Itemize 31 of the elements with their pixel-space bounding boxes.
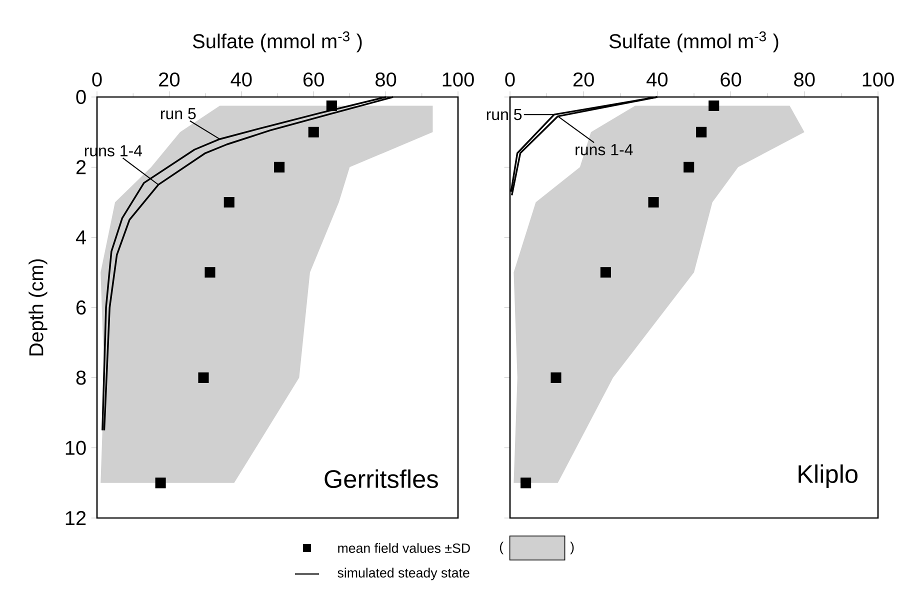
y-tick-label: 0 bbox=[76, 90, 86, 104]
legend-label: mean field values ±SD bbox=[338, 543, 470, 553]
y-tick-label: 6 bbox=[76, 300, 86, 315]
x-tick-label: 40 bbox=[646, 72, 668, 87]
x-tick-label: 60 bbox=[304, 72, 324, 87]
x-tick-label: 20 bbox=[573, 72, 594, 87]
x-tick-label: 0 bbox=[92, 72, 102, 87]
y-axis-title: Depth (cm) bbox=[28, 259, 48, 356]
x-tick-label: 80 bbox=[376, 72, 396, 87]
x-tick-label: 20 bbox=[159, 72, 180, 87]
x-tick-label: 100 bbox=[862, 72, 894, 87]
series-label: run 5 bbox=[161, 108, 196, 120]
legend-label: runs 1-4 bbox=[576, 144, 633, 156]
y-tick-label: 8 bbox=[76, 370, 86, 385]
text: ( bbox=[500, 542, 504, 554]
x-tick-label: 0 bbox=[505, 72, 515, 87]
x-tick-label: 60 bbox=[720, 72, 742, 87]
x-axis-title: Sulfate (mmol m$^{-3}$ ) bbox=[609, 31, 778, 52]
y-tick-label: 12 bbox=[66, 511, 86, 525]
x-tick-label: 40 bbox=[230, 72, 252, 87]
y-tick-label: 10 bbox=[66, 440, 86, 455]
text: simulated steady state bbox=[338, 568, 470, 580]
y-tick-label: 4 bbox=[76, 230, 86, 244]
text: Kliplo bbox=[798, 464, 858, 488]
series-label: run 5 bbox=[486, 108, 522, 120]
x-tick-label: 80 bbox=[794, 72, 815, 87]
text: ) bbox=[570, 542, 574, 554]
x-tick-label: 100 bbox=[442, 72, 474, 87]
text: Gerritsfles bbox=[324, 469, 438, 488]
x-axis-title: Sulfate (mmol m$^{-3}$ ) bbox=[192, 31, 362, 52]
y-tick-label: 2 bbox=[76, 160, 86, 174]
